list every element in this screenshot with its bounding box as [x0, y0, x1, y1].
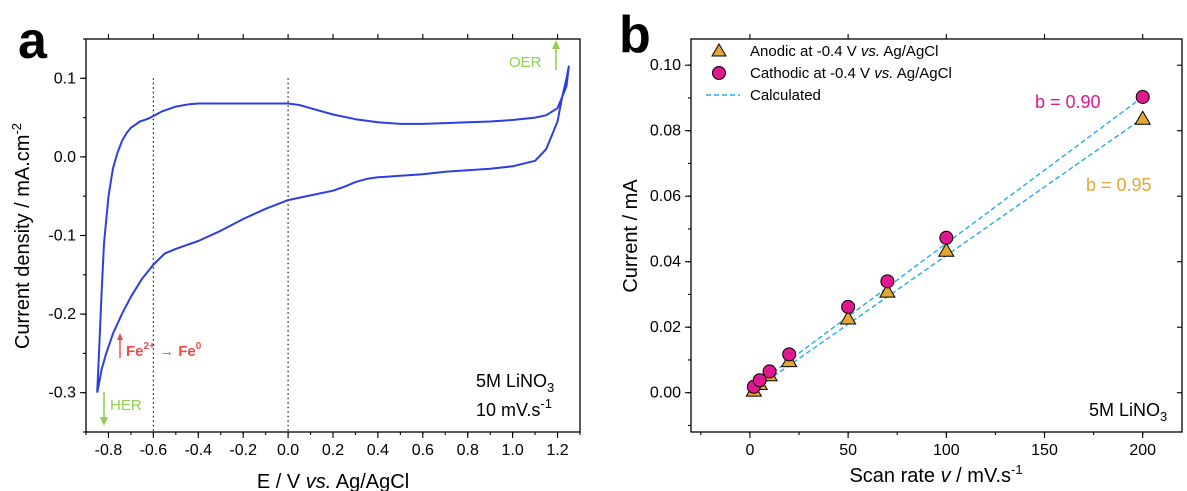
- panel-a-x-tick-label: 0.2: [322, 442, 344, 459]
- panel-a-x-tick-label: 0.4: [367, 442, 389, 459]
- panel-b-x-tick-label: 50: [839, 442, 857, 459]
- panel-b-y-tick-label: 0.04: [650, 254, 681, 271]
- panel-a-x-tick-label: 0.8: [457, 442, 479, 459]
- panel-label-a: a: [18, 12, 48, 70]
- her-label: HER: [110, 397, 142, 414]
- panel-b-plot-frame: [690, 38, 1183, 433]
- panel-b-x-axis-title: Scan rate v / mV.s-1: [849, 462, 1022, 487]
- panel-a-y-axis-title: Current density / mA.cm-2: [9, 123, 34, 349]
- legend: Anodic at -0.4 V vs. Ag/AgCl Cathodic at…: [706, 43, 952, 104]
- cathodic-point: [782, 347, 797, 362]
- panel-a-x-tick-label: 1.0: [502, 442, 524, 459]
- panel-a-y-tick-label: 0.0: [54, 149, 76, 166]
- oer-arrowhead: [552, 40, 560, 49]
- panel-a-y-tick-label: 0.1: [54, 70, 76, 87]
- panel-a-x-tick-label: 0.0: [277, 442, 299, 459]
- legend-label-cathodic: Cathodic at -0.4 V vs. Ag/AgCl: [750, 65, 952, 82]
- legend-marker-anodic: [711, 43, 727, 57]
- panel-a-x-tick-label: 0.6: [412, 442, 434, 459]
- panel-b-x-axis: 0 50 100 150 200: [700, 34, 1156, 459]
- panel-a-x-tick-label: 1.2: [546, 442, 568, 459]
- panel-b-x-tick-label: 200: [1129, 442, 1156, 459]
- panel-a-y-tick-label: -0.1: [48, 228, 76, 245]
- cathodic-point: [752, 373, 767, 388]
- anodic-point: [839, 310, 857, 325]
- panel-a-reference-lines: [152, 78, 289, 432]
- panel-a-x-tick-label: -0.6: [140, 442, 168, 459]
- fe-arrowhead: [117, 333, 123, 340]
- her-arrowhead: [100, 417, 108, 426]
- panel-b-y-tick-label: 0.08: [650, 123, 681, 140]
- panel-a-x-tick-label: -0.4: [184, 442, 212, 459]
- cathodic-point: [762, 364, 777, 379]
- panel-b-y-axis-title: Current / mA: [620, 179, 642, 293]
- panel-a-y-tick-label: -0.2: [48, 306, 76, 323]
- oer-label: OER: [509, 54, 542, 71]
- cv-curve: [96, 65, 570, 393]
- b-value-cathodic: b = 0.90: [1035, 92, 1101, 112]
- legend-label-anodic: Anodic at -0.4 V vs. Ag/AgCl: [750, 43, 938, 60]
- panel-b: 0 50 100 150 200 0.00 0.02 0.04 0.06 0.08 0.10 Sc…: [620, 34, 1183, 487]
- cathodic-point: [1135, 89, 1150, 104]
- anodic-point: [937, 242, 955, 257]
- panel-b-y-tick-label: 0.00: [650, 385, 681, 402]
- panel-a-scan-rate-label: 10 mV.s-1: [476, 396, 552, 420]
- panel-b-y-tick-label: 0.06: [650, 188, 681, 205]
- panel-b-y-axis: 0.00 0.02 0.04 0.06 0.08 0.10: [650, 57, 1182, 427]
- panel-b-y-tick-label: 0.10: [650, 57, 681, 74]
- panel-b-x-tick-label: 100: [933, 442, 960, 459]
- panel-label-b: b: [619, 6, 651, 64]
- panel-b-x-tick-label: 0: [745, 442, 754, 459]
- panel-a-y-tick-label: -0.3: [48, 385, 76, 402]
- panel-a: -0.8 -0.6 -0.4 -0.2 0.0 0.2 0.4 0.6 0.8 1.0 1.2 0.…: [9, 34, 581, 491]
- fe-reduction-label: Fe2+ → Fe0: [126, 341, 202, 360]
- panel-a-x-tick-label: -0.8: [95, 442, 123, 459]
- panel-a-y-axis: 0.1 0.0 -0.1 -0.2 -0.3: [48, 38, 86, 433]
- panel-b-x-tick-label: 150: [1031, 442, 1058, 459]
- cathodic-point: [880, 274, 895, 289]
- data-points: [745, 89, 1152, 397]
- panel-a-x-tick-label: -0.2: [229, 442, 257, 459]
- legend-marker-cathodic: [712, 66, 726, 80]
- panel-b-y-tick-label: 0.02: [650, 319, 681, 336]
- panel-a-electrolyte-label: 5M LiNO3: [476, 371, 554, 395]
- b-value-anodic: b = 0.95: [1086, 175, 1152, 195]
- panel-a-x-axis: -0.8 -0.6 -0.4 -0.2 0.0 0.2 0.4 0.6 0.8 1.0 1.2: [85, 34, 581, 459]
- panel-a-x-axis-title: E / V vs. Ag/AgCl: [257, 471, 409, 491]
- legend-label-calculated: Calculated: [750, 87, 821, 104]
- cathodic-point: [841, 299, 856, 314]
- panel-b-electrolyte-label: 5M LiNO3: [1089, 400, 1167, 424]
- fit-line: [753, 117, 1144, 391]
- anodic-point: [1134, 110, 1152, 125]
- cathodic-point: [939, 230, 954, 245]
- anodic-point: [879, 283, 896, 298]
